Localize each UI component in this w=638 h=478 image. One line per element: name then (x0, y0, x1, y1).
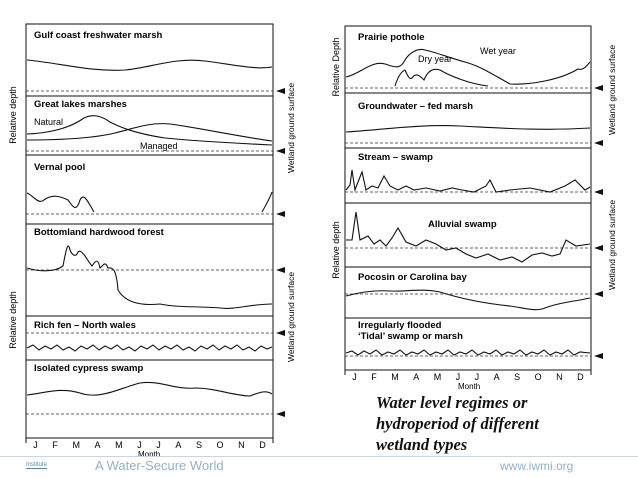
month-tick: O (534, 372, 542, 382)
panel-title-stream-swamp: Stream – swamp (358, 152, 433, 163)
month-tick: N (238, 440, 245, 450)
month-tick: J (474, 372, 480, 382)
month-tick: S (195, 440, 202, 450)
month-tick: M (391, 372, 399, 382)
month-tick: J (137, 440, 142, 450)
ground-surface-label-upper-right: Wetland ground surface (607, 44, 617, 136)
panel-title-rich-fen: Rich fen – North wales (34, 320, 136, 331)
panel-title-bottomland: Bottomland hardwood forest (34, 227, 164, 238)
y-axis-label-upper-left: Relative depth (8, 86, 18, 144)
y-axis-label-lower-left: Relative depth (8, 291, 18, 349)
month-axis-title-left: Month (138, 450, 161, 459)
month-tick: A (175, 440, 182, 450)
month-tick: J (156, 440, 161, 450)
month-tick: J (33, 440, 38, 450)
footer-logo: Institute (26, 462, 48, 469)
month-tick: N (556, 372, 563, 382)
panel-title-great-lakes: Great lakes marshes (34, 99, 127, 110)
panel-title-groundwater: Groundwater – fed marsh (358, 101, 474, 112)
label-dry-year: Dry year (418, 54, 453, 64)
month-tick: D (577, 372, 584, 382)
panel-title-irregularly-flooded: Irregularly flooded (358, 320, 442, 331)
figure-caption: Water level regimes or hydroperiod of di… (376, 392, 606, 455)
month-tick: O (216, 440, 224, 450)
month-axis-right: J F M A M J J A S O N D (345, 372, 591, 382)
footer-divider (0, 456, 638, 457)
ground-surface-label-lower-left: Wetland ground surface (286, 271, 296, 363)
label-wet-year: Wet year (480, 46, 516, 56)
month-tick: S (514, 372, 521, 382)
panel-title-cypress: Isolated cypress swamp (34, 363, 144, 374)
ground-surface-label-upper-left: Wetland ground surface (286, 82, 296, 174)
month-tick: F (52, 440, 58, 450)
month-tick: A (413, 372, 420, 382)
y-axis-label-upper-right: Relative Depth (331, 37, 341, 97)
month-tick: A (493, 372, 500, 382)
left-figure-frame (25, 23, 274, 439)
month-tick: F (371, 372, 377, 382)
label-managed: Managed (140, 141, 178, 151)
month-tick: M (433, 372, 442, 382)
label-natural: Natural (34, 117, 64, 127)
month-tick: A (94, 440, 101, 450)
month-tick: M (72, 440, 80, 450)
panel-title-gulf-coast: Gulf coast freshwater marsh (34, 30, 163, 41)
panel-title-vernal-pool: Vernal pool (34, 162, 86, 173)
footer-url[interactable]: www.iwmi.org (500, 459, 574, 473)
month-tick: J (352, 372, 357, 382)
footer-tagline: A Water-Secure World (95, 458, 224, 473)
panel-title-prairie-pothole: Prairie pothole (358, 32, 425, 43)
month-axis-left: J F M A M J J A S O N D (26, 440, 273, 450)
panel-title-pocosin: Pocosin or Carolina bay (358, 272, 467, 283)
right-figure-frame (344, 25, 592, 371)
month-tick: D (259, 440, 266, 450)
ground-surface-label-lower-right: Wetland ground surface (607, 199, 617, 291)
caption-line-2: hydroperiod of different (376, 414, 539, 433)
y-axis-label-lower-right: Relative depth (331, 221, 341, 279)
panel-title-alluvial: Alluvial swamp (428, 219, 497, 230)
caption-line-3: wetland types (376, 435, 468, 454)
month-tick: M (115, 440, 123, 450)
month-tick: J (455, 372, 461, 382)
caption-line-1: Water level regimes or (376, 393, 528, 412)
month-axis-title-right: Month (458, 382, 481, 391)
panel-title-tidal: ‘Tidal’ swamp or marsh (358, 331, 463, 342)
